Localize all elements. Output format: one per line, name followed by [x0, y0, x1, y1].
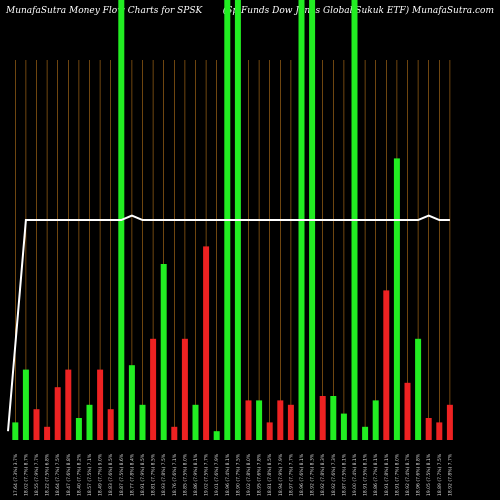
x-tick-label: 18.76 (7.6%) 7.1%	[172, 453, 178, 496]
bar-40	[436, 422, 443, 440]
bar-30	[330, 396, 337, 440]
x-tick-label: 18.22 (7.5%) 6.8%	[45, 453, 51, 496]
x-tick-label: 19.05 (7.5%) 8.1%	[426, 453, 432, 496]
x-tick-label: 17.64 (7.3%) 3.7%	[13, 453, 19, 496]
bar-39	[425, 418, 432, 440]
bar-19	[213, 431, 220, 440]
x-tick-label: 18.92 (7.6%) 7.3%	[331, 453, 337, 496]
x-tick-label: 18.87 (7.5%) 8.6%	[119, 453, 125, 496]
bar-7	[86, 404, 93, 440]
x-tick-label: 19.02 (7.5%) 7.7%	[204, 453, 210, 496]
x-tick-label: 18.95 (7.6%) 7.8%	[257, 453, 263, 496]
x-tick-label: 18.91 (7.7%) 8.0%	[394, 453, 400, 496]
x-tick-label: 18.86 (7.7%) 8.1%	[373, 453, 379, 496]
bar-4	[54, 387, 61, 440]
bar-34	[372, 400, 379, 440]
bar-2	[33, 409, 40, 440]
x-tick-label: 18.93 (7.8%) 7.5%	[161, 453, 167, 496]
bar-13	[150, 338, 157, 440]
x-tick-label: 18.91 (7.5%) 8.1%	[363, 453, 369, 496]
x-tick-label: 18.77 (7.8%) 8.4%	[129, 453, 135, 496]
x-tick-label: 18.96 (7.4%) 8.1%	[225, 453, 231, 496]
bar-35	[383, 290, 390, 440]
x-tick-label: 18.81 (7.7%) 8.5%	[151, 453, 157, 496]
x-tick-label: 18.97 (7.7%) 7.7%	[288, 453, 294, 496]
x-tick-label: 18.57 (7.5%) 7.1%	[87, 453, 93, 496]
bar-17	[192, 404, 199, 440]
bar-18	[203, 246, 210, 440]
bar-29	[319, 396, 326, 440]
x-tick-label: 18.87 (7.5%) 8.1%	[341, 453, 347, 496]
x-tick-label: 18.90 (7.7%) 7.5%	[235, 453, 241, 496]
x-tick-labels: 17.64 (7.3%) 3.7% 18.02 (7.7%) 8.7% 18.55 …	[13, 453, 454, 496]
x-tick-label: 18.64 (7.7%) 7.5%	[55, 453, 61, 496]
x-tick-label: 18.92 (7.4%) 8.7%	[405, 453, 411, 496]
x-tick-label: 18.92 (7.7%) 8.3%	[310, 453, 316, 496]
bar-25	[277, 400, 284, 440]
bar-11	[128, 365, 135, 440]
flow-line	[7, 214, 450, 432]
bar-12	[139, 404, 146, 440]
x-tick-label: 18.92 (7.8%) 8.3%	[320, 453, 326, 496]
x-tick-label: 18.96 (7.6%) 8.1%	[299, 453, 305, 496]
bar-38	[415, 338, 422, 440]
x-tick-label: 18.91 (7.8%) 8.1%	[384, 453, 390, 496]
x-tick-label: 18.83 (7.6%) 8.5%	[108, 453, 114, 496]
x-tick-label: 18.55 (7.9%) 7.7%	[34, 453, 40, 496]
bar-5	[65, 369, 72, 440]
bar-37	[404, 382, 411, 440]
bar-16	[181, 338, 188, 440]
bar-3	[44, 426, 51, 440]
chart-title-right: (Sp Funds Dow Jones Global Sukuk ETF) Mu…	[222, 6, 494, 16]
bar-6	[75, 418, 82, 440]
x-tick-label: 18.47 (7.6%) 8.8%	[66, 453, 72, 496]
x-tick-label: 18.40 (7.7%) 8.2%	[76, 453, 82, 496]
bar-22	[245, 400, 252, 440]
x-tick-label: 18.92 (7.8%) 7.7%	[447, 453, 453, 496]
bar-41	[446, 404, 453, 440]
bar-23	[256, 400, 263, 440]
bar-9	[107, 409, 114, 440]
x-tick-label: 18.02 (7.7%) 8.7%	[23, 453, 29, 496]
bar-24	[266, 422, 273, 440]
bar-33	[362, 426, 369, 440]
bar-8	[97, 369, 104, 440]
x-tick-label: 18.49 (7.7%) 9.0%	[98, 453, 104, 496]
bar-31	[340, 413, 347, 440]
chart-title-left: MunafaSutra Money Flow Charts for SPSK	[6, 6, 203, 16]
bar-1	[22, 369, 29, 440]
bar-15	[171, 426, 178, 440]
x-tick-label: 18.91 (7.9%) 8.5%	[140, 453, 146, 496]
bar-0	[12, 422, 19, 440]
x-tick-label: 19.01 (7.6%) 7.9%	[214, 453, 220, 496]
x-tick-label: 18.86 (7.9%) 8.1%	[193, 453, 199, 496]
bar-36	[393, 158, 400, 440]
x-tick-label: 19.00 (7.4%) 8.1%	[352, 453, 358, 496]
x-tick-label: 18.85 (7.5%) 8.0%	[182, 453, 188, 496]
bar-14	[160, 264, 167, 440]
x-tick-label: 18.96 (7.6%) 8.8%	[416, 453, 422, 496]
x-tick-label: 18.94 (7.9%) 7.9%	[278, 453, 284, 496]
x-tick-label: 18.89 (7.7%) 7.5%	[437, 453, 443, 496]
x-tick-label: 18.81 (7.8%) 8.5%	[267, 453, 273, 496]
x-tick-label: 19.02 (7.8%) 8.0%	[246, 453, 252, 496]
bar-26	[287, 404, 294, 440]
